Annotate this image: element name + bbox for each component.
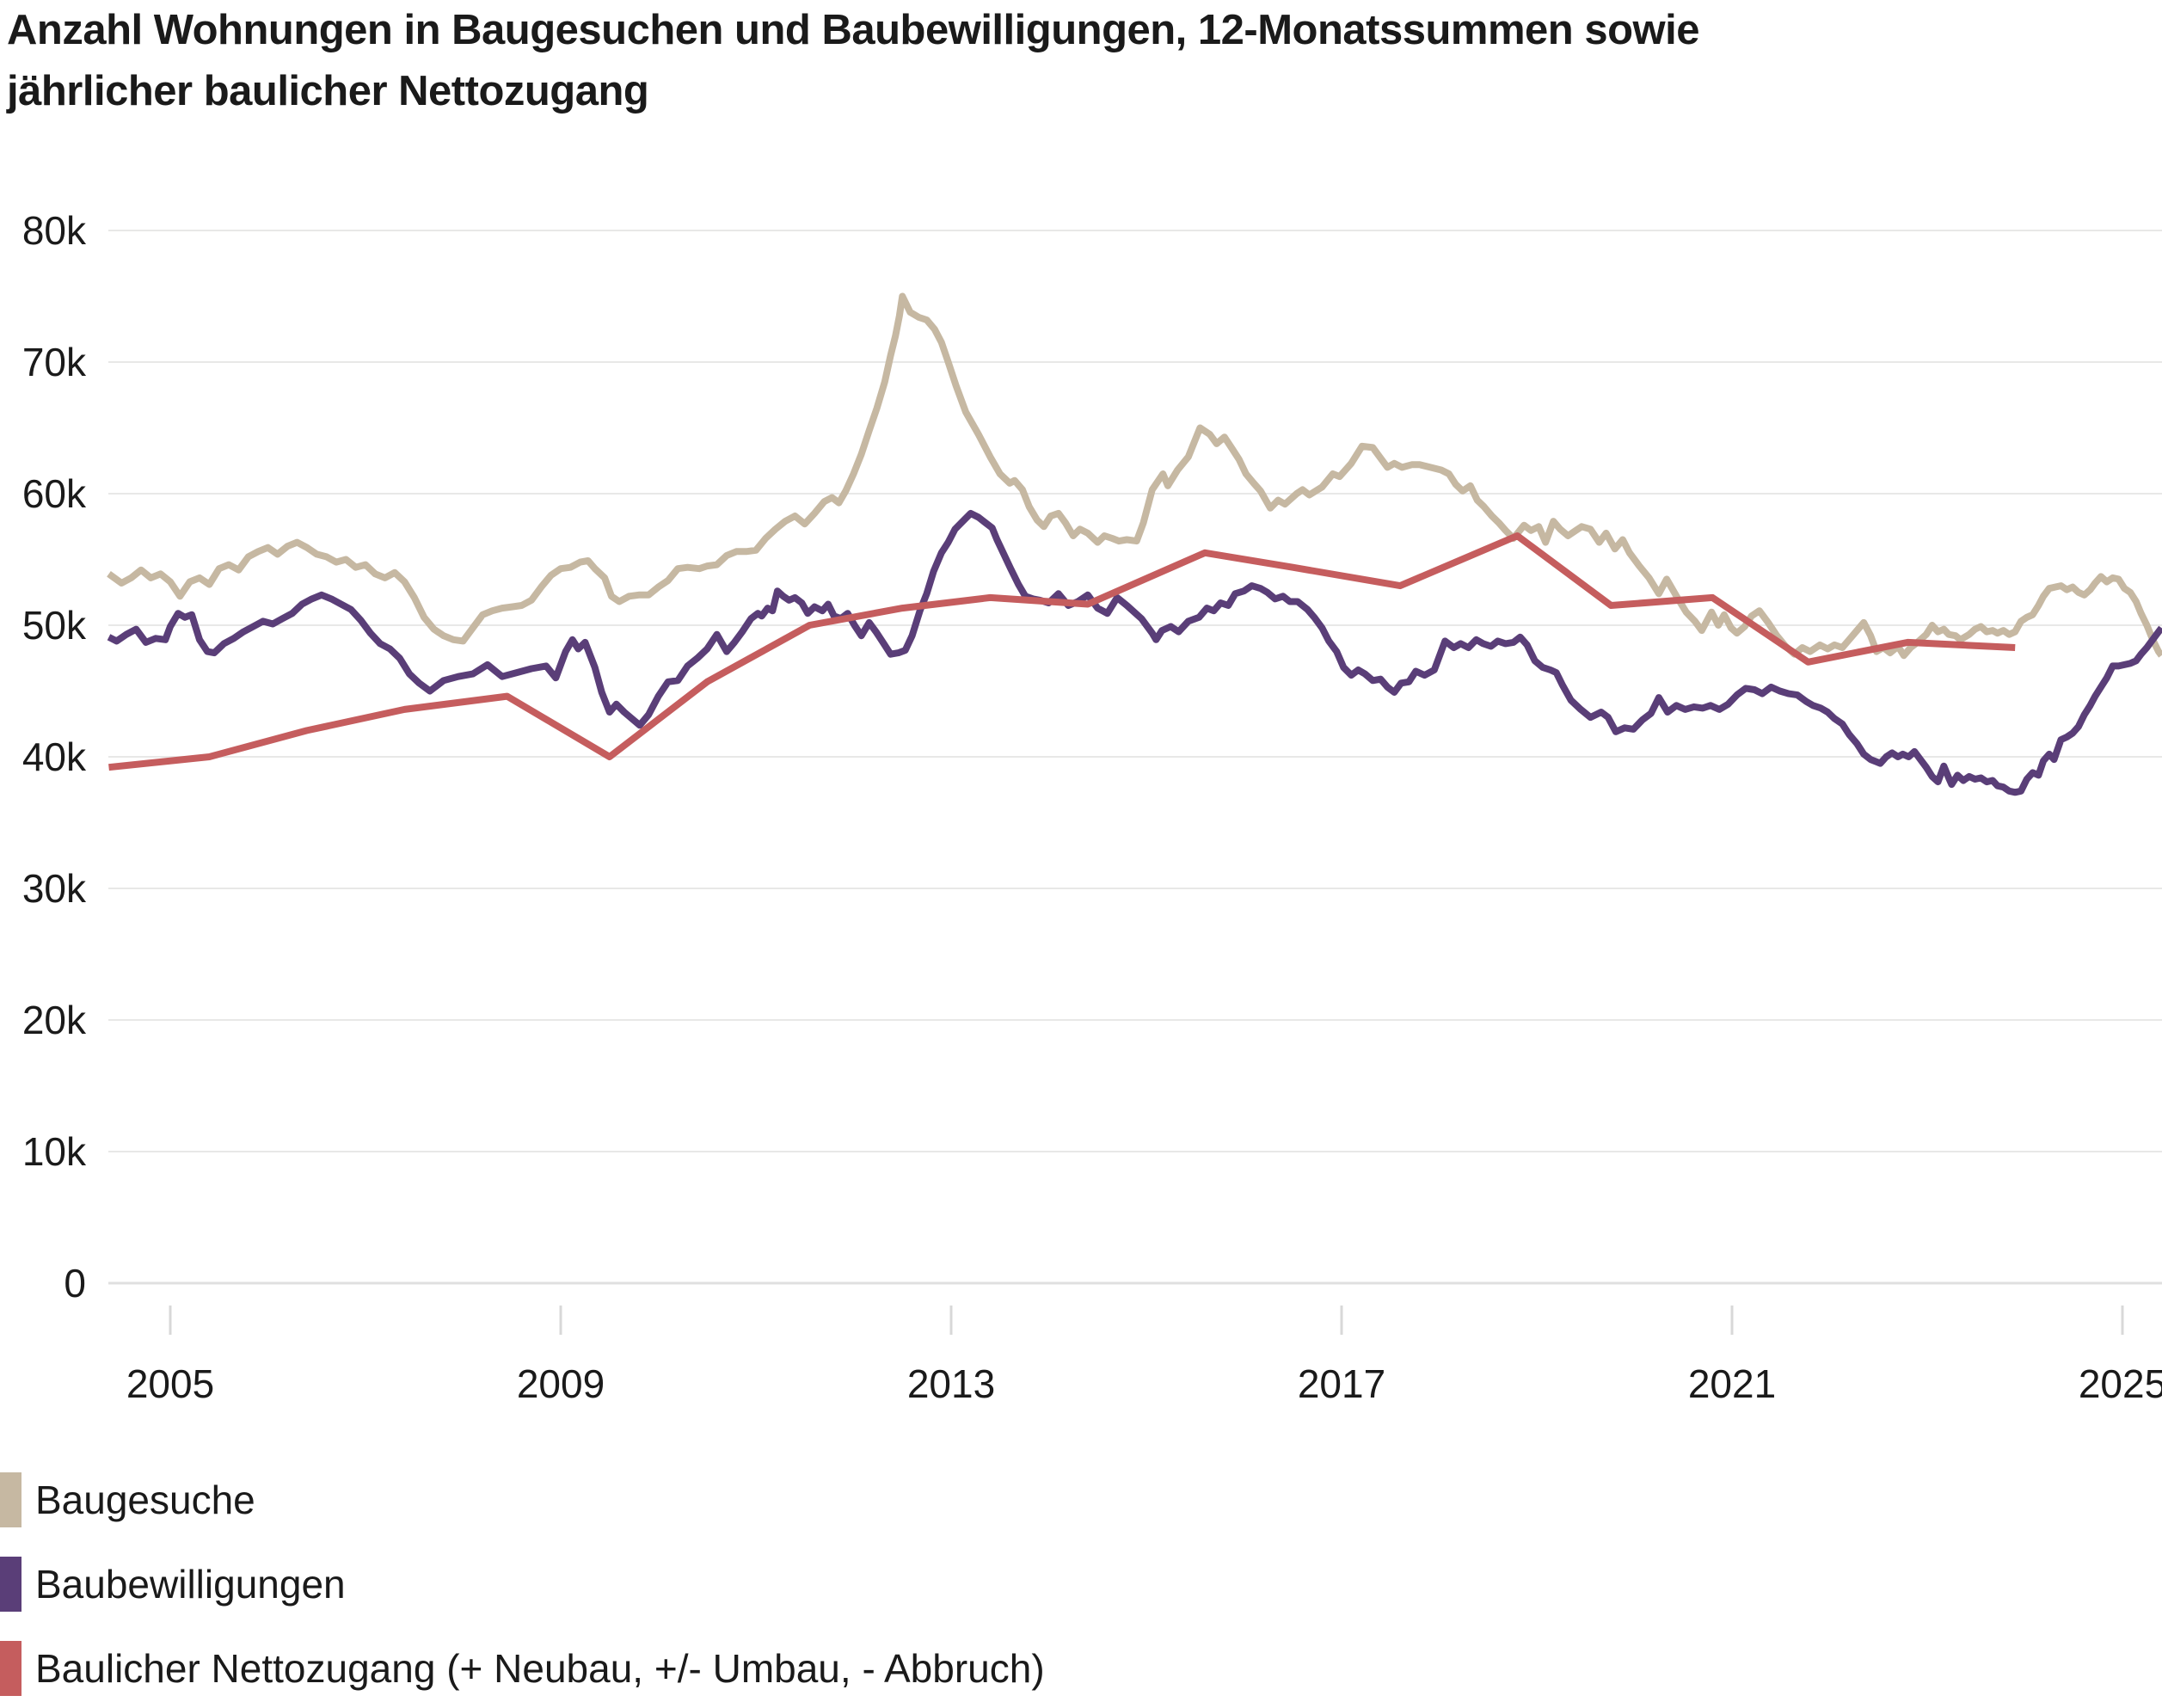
legend-label-baugesuche: Baugesuche [35,1478,255,1522]
y-tick-label-70k: 70k [22,340,87,384]
series-lines [107,292,2162,796]
legend-item-baugesuche: Baugesuche [0,1472,1045,1527]
y-tick-label-10k: 10k [22,1129,87,1174]
legend-swatch-nettozugang [0,1641,21,1696]
series-line-baubewilligungen [107,509,2162,796]
legend-swatch-baugesuche [0,1472,21,1527]
series-line-nettozugang [108,532,2016,771]
y-axis-labels: 0 10k 20k 30k 40k 50k 60k 70k 80k [22,208,87,1306]
chart-title-line1: Anzahl Wohnungen in Baugesuchen und Baub… [7,7,1700,53]
y-tick-label-30k: 30k [22,866,87,911]
y-tick-label-50k: 50k [22,603,87,648]
y-tick-label-40k: 40k [22,734,87,779]
series-line-baugesuche [107,292,2162,660]
x-axis-labels: 2005 2009 2013 2017 2021 2025 [126,1361,2162,1406]
x-tick-label-2009: 2009 [517,1361,605,1406]
legend-item-nettozugang: Baulicher Nettozugang (+ Neubau, +/- Umb… [0,1641,1045,1696]
y-tick-label-0: 0 [64,1261,86,1306]
y-tick-label-20k: 20k [22,998,87,1042]
legend: Baugesuche Baubewilligungen Baulicher Ne… [0,1472,1045,1696]
legend-swatch-baubewilligungen [0,1557,21,1612]
x-tick-label-2005: 2005 [126,1361,214,1406]
chart-title-line2: jährlicher baulicher Nettozugang [7,68,649,114]
chart-title: Anzahl Wohnungen in Baugesuchen und Baub… [7,0,1700,122]
gridlines [108,230,2162,1285]
legend-label-baubewilligungen: Baubewilligungen [35,1562,346,1607]
x-axis-ticks [169,1306,2124,1335]
y-tick-label-60k: 60k [22,471,87,516]
x-tick-label-2021: 2021 [1688,1361,1776,1406]
x-tick-label-2013: 2013 [907,1361,995,1406]
y-tick-label-80k: 80k [22,208,87,253]
legend-item-baubewilligungen: Baubewilligungen [0,1557,1045,1612]
x-tick-label-2017: 2017 [1298,1361,1385,1406]
x-tick-label-2025: 2025 [2079,1361,2162,1406]
legend-label-nettozugang: Baulicher Nettozugang (+ Neubau, +/- Umb… [35,1646,1045,1691]
